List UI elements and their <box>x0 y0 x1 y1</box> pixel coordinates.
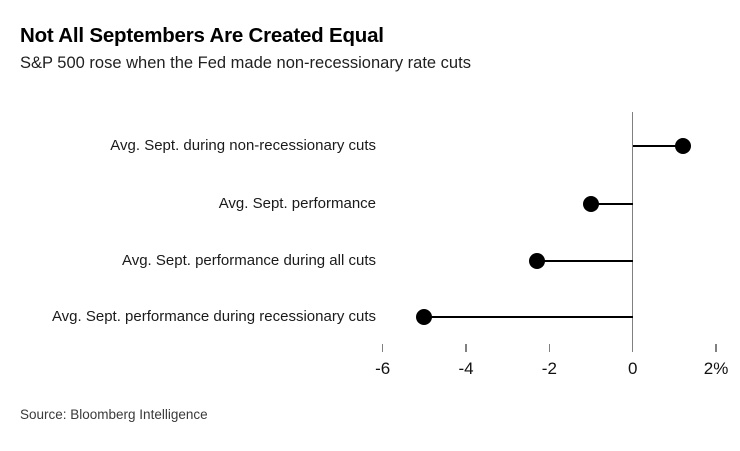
stem-line <box>536 259 633 262</box>
axis-tick-label: -2 <box>541 359 557 378</box>
data-point-dot <box>528 252 545 269</box>
axis-tick <box>381 344 384 352</box>
zero-axis-line <box>631 112 634 352</box>
stem-line <box>591 202 633 205</box>
data-point-dot <box>583 195 600 212</box>
chart-title: Not All Septembers Are Created Equal <box>20 24 384 47</box>
category-label: Avg. Sept. performance during recessiona… <box>51 308 376 325</box>
stem-line <box>632 145 683 147</box>
category-label: Avg. Sept. performance <box>218 194 376 212</box>
axis-tick-label: 2% <box>703 359 729 378</box>
stem-line <box>424 316 633 318</box>
data-point-dot <box>674 138 691 154</box>
axis-tick-label: -4 <box>458 359 474 378</box>
chart-subtitle: S&P 500 rose when the Fed made non-reces… <box>20 54 471 72</box>
data-point-dot <box>416 309 433 325</box>
source-note: Source: Bloomberg Intelligence <box>20 407 208 422</box>
axis-tick <box>548 344 551 352</box>
axis-tick <box>465 344 467 352</box>
axis-tick-label: -6 <box>375 359 391 378</box>
axis-tick-label: 0 <box>627 359 638 378</box>
axis-tick <box>715 344 717 352</box>
category-label: Avg. Sept. performance during all cuts <box>121 251 376 269</box>
category-label: Avg. Sept. during non-recessionary cuts <box>110 137 376 154</box>
